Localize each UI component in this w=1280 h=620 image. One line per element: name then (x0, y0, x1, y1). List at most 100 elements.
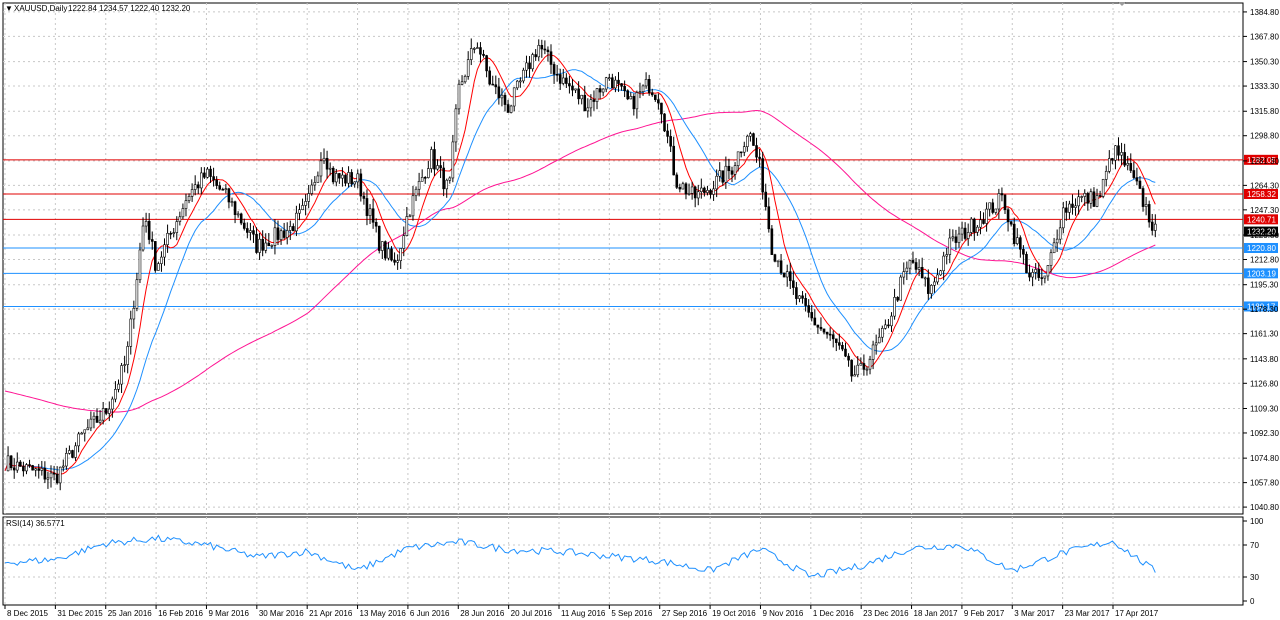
symbol-dropdown-icon[interactable]: ▼ (5, 4, 13, 13)
candle-body (1107, 158, 1111, 172)
candle-body (911, 260, 915, 263)
date-tick-label: 18 Jan 2017 (914, 609, 959, 618)
candle-body (902, 271, 906, 278)
candle-body (310, 184, 314, 194)
candle-body (733, 165, 737, 175)
candle-body (365, 198, 369, 216)
candle-body (353, 181, 356, 185)
candle-body (319, 160, 323, 177)
candle-body (614, 79, 617, 89)
candle-body (1141, 188, 1145, 207)
candle-body (215, 179, 218, 186)
candle-body (282, 230, 286, 238)
candle-body (629, 96, 633, 100)
candle-body (203, 172, 206, 178)
candle-body (1111, 158, 1114, 161)
date-tick-label: 30 Mar 2016 (259, 609, 304, 618)
candle-body (157, 263, 160, 271)
rsi-indicator (4, 534, 1156, 578)
candle-body (1098, 195, 1102, 197)
candle-body (537, 45, 541, 58)
candle-body (267, 242, 271, 247)
candle-body (635, 92, 639, 110)
candle-body (1019, 237, 1022, 250)
candle-body (166, 232, 169, 245)
candle-body (1000, 193, 1004, 196)
candle-body (571, 85, 574, 91)
horizontal-levels[interactable]: 1282.05 1258.32 1240.71 1220.80 1203.19 1180.… (3, 154, 1278, 312)
date-tick-label: 9 Mar 2016 (208, 609, 249, 618)
candle-body (1129, 163, 1133, 171)
date-tick-label: 19 Oct 2016 (712, 609, 756, 618)
candle-body (304, 201, 307, 206)
candle-body (6, 455, 10, 472)
candle-body (1068, 203, 1071, 213)
candle-body (727, 165, 731, 172)
candle-body (1074, 205, 1077, 208)
candle-body (994, 208, 998, 213)
candle-body (246, 228, 249, 233)
candle-body (930, 284, 933, 294)
candle-body (28, 464, 31, 466)
candle-body (736, 151, 740, 167)
level-price-label: 1180.17 (1247, 302, 1276, 311)
candle-body (77, 433, 80, 447)
ohlc-text: 1222.84 1234.57 1222.40 1232.20 (68, 4, 191, 13)
date-tick-label: 5 Sep 2016 (611, 609, 652, 618)
candle-body (951, 236, 955, 239)
candle-body (700, 187, 703, 192)
candle-body (393, 259, 396, 263)
level-price-tag (1244, 214, 1278, 225)
candle-body (914, 262, 918, 270)
candle-body (9, 455, 13, 469)
candle-body (776, 260, 780, 263)
candle-body (1077, 196, 1080, 207)
candle-body (666, 130, 669, 137)
candle-body (442, 167, 445, 190)
candle-body (107, 408, 111, 414)
candle-body (555, 73, 559, 76)
candle-body (991, 202, 995, 213)
candle-body (828, 333, 832, 336)
candle-body (785, 271, 789, 278)
candle-body (871, 344, 875, 360)
candle-body (445, 179, 449, 190)
candle-body (390, 248, 393, 261)
candle-body (850, 359, 853, 377)
candle-body (1043, 275, 1047, 279)
candle-body (40, 467, 44, 471)
date-tick-label: 9 Nov 2016 (762, 609, 803, 618)
scroll-marker-icon[interactable] (1118, 2, 1126, 6)
candle-body (647, 78, 651, 94)
candle-body (95, 415, 99, 423)
moving-average-fast-line (4, 54, 1156, 475)
price-tick-label: 1333.30 (1250, 82, 1279, 91)
date-tick-label: 9 Feb 2017 (964, 609, 1005, 618)
candle-body (853, 374, 856, 377)
rsi-tick-label: 0 (1250, 597, 1255, 606)
candle-body (1114, 145, 1117, 161)
candle-body (255, 233, 258, 253)
candle-body (893, 297, 896, 317)
candle-body (782, 272, 786, 278)
candle-body (252, 230, 255, 235)
rsi-label: RSI(14) 36.5771 (6, 519, 65, 528)
candle-body (86, 427, 90, 431)
candle-body (129, 318, 133, 347)
candle-body (519, 80, 522, 83)
candle-body (439, 165, 442, 169)
candle-body (414, 188, 418, 197)
candle-body (1003, 194, 1007, 211)
candle-body (264, 242, 268, 251)
level-price-label: 1203.19 (1247, 269, 1276, 278)
candle-body (638, 91, 642, 93)
candle-body (758, 156, 761, 159)
candle-body (982, 219, 985, 224)
candle-body (224, 188, 228, 190)
candle-body (454, 108, 458, 143)
candle-body (427, 168, 430, 178)
price-tick-label: 1264.30 (1250, 181, 1279, 190)
candle-body (230, 201, 234, 203)
candle-body (522, 69, 525, 82)
